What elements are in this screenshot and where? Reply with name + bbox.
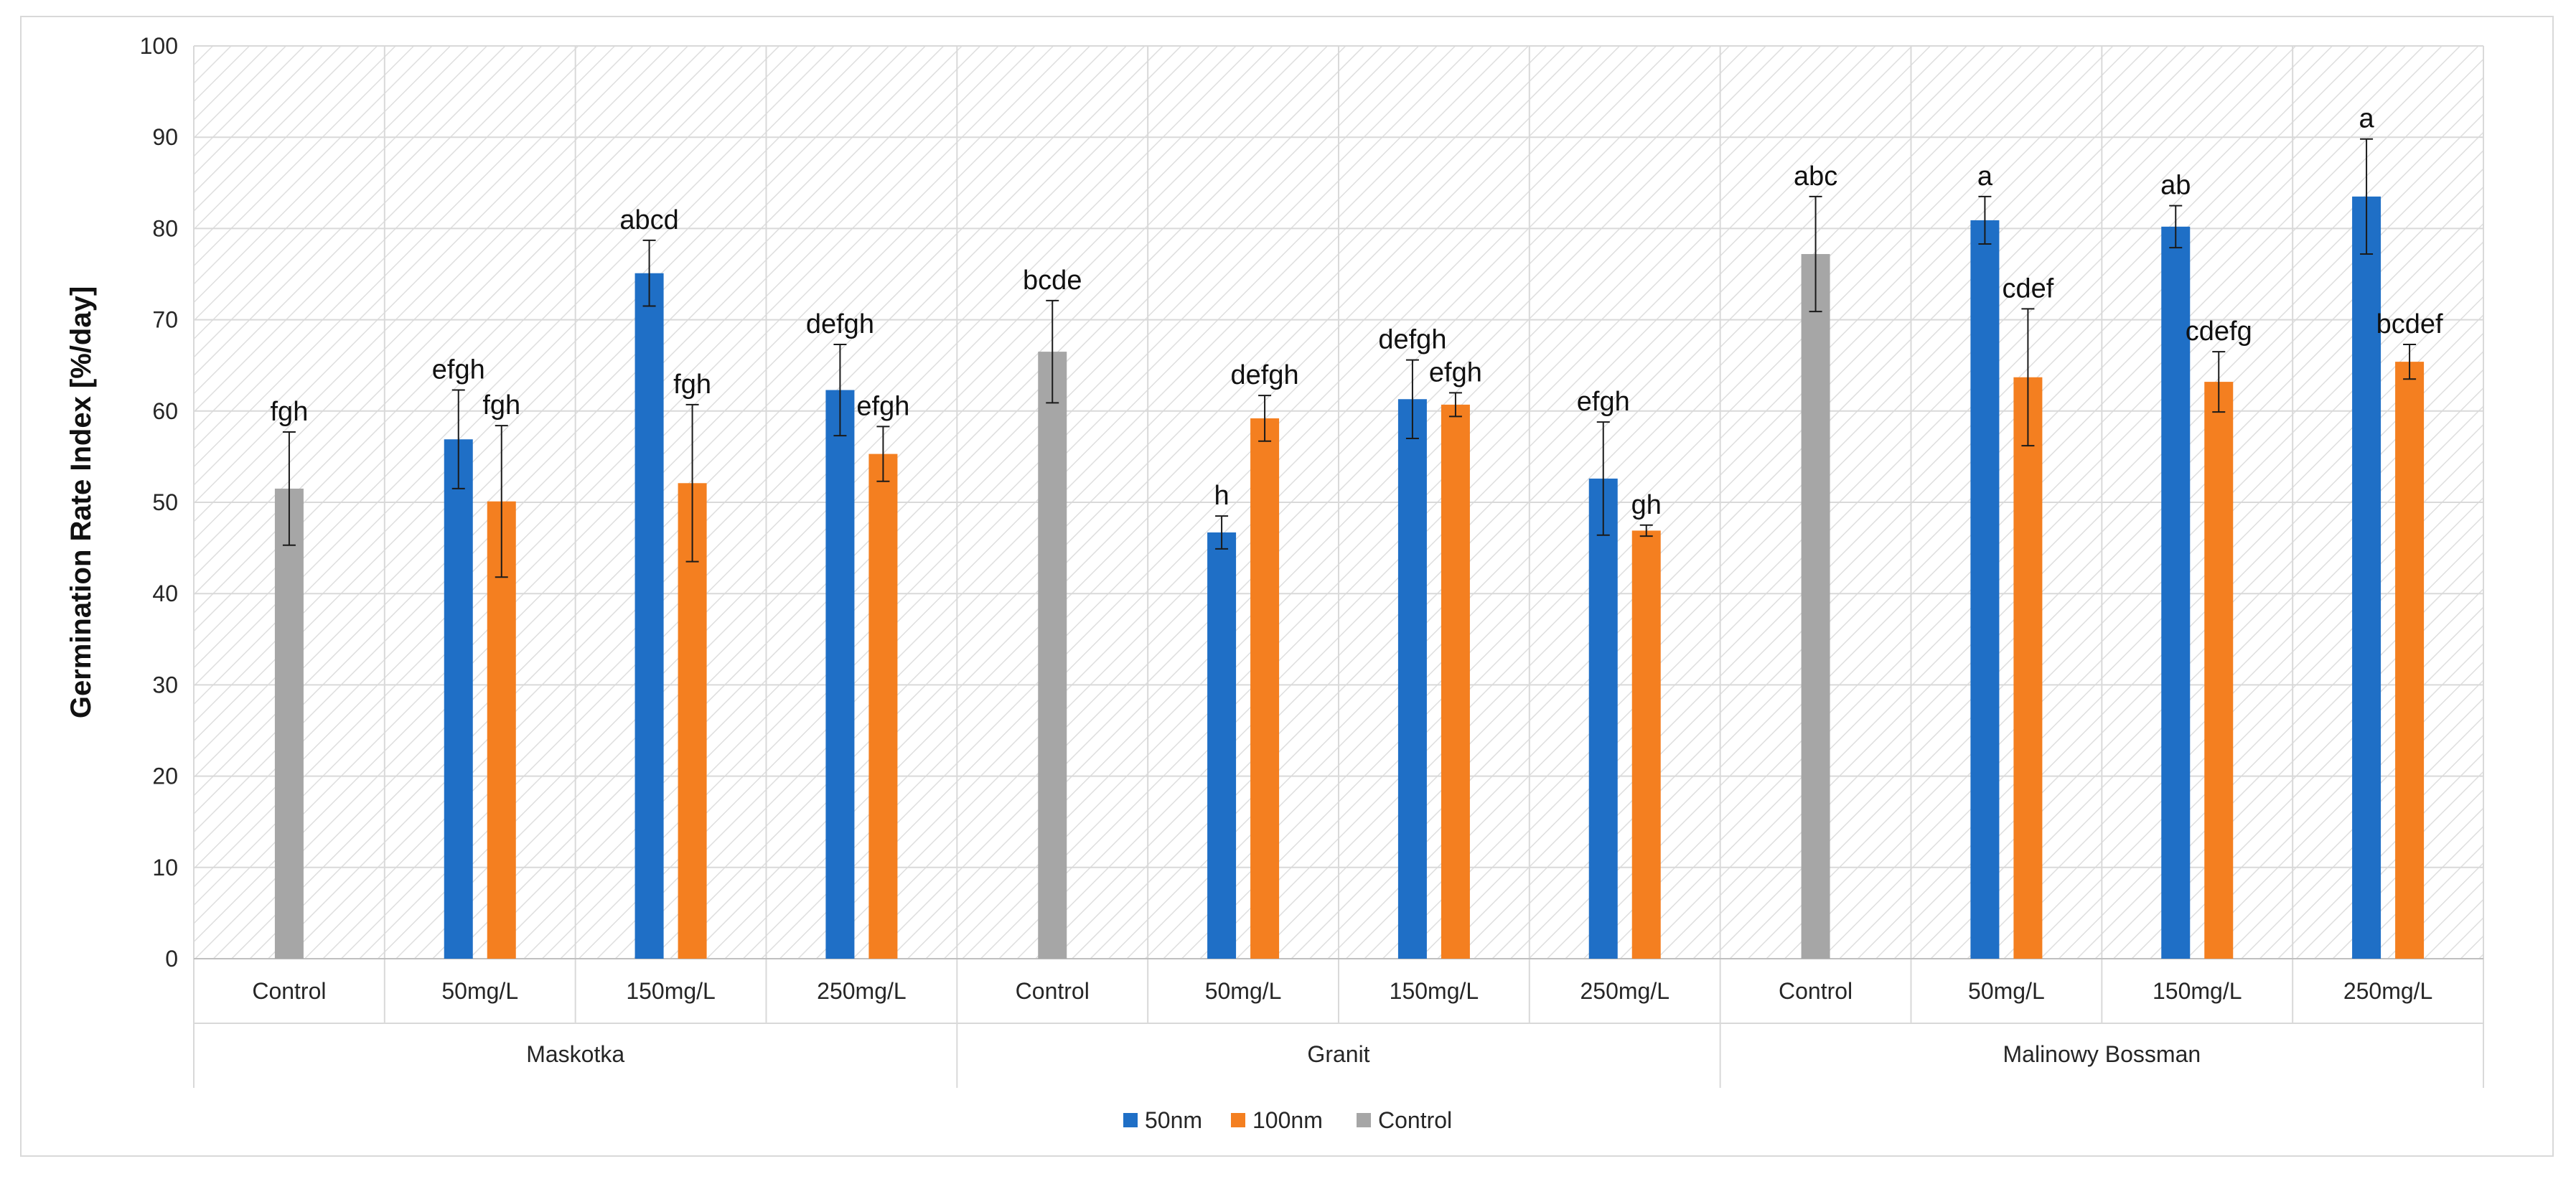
x-tick-label: Control <box>1779 978 1853 1004</box>
significance-label: fgh <box>673 370 711 400</box>
significance-label: fgh <box>271 397 309 427</box>
bar <box>1631 530 1661 959</box>
legend-swatch <box>1123 1113 1138 1127</box>
significance-label: a <box>1977 161 1993 192</box>
significance-label: ab <box>2160 171 2191 201</box>
bar <box>1250 418 1280 959</box>
legend-swatch <box>1231 1113 1245 1127</box>
significance-label: fgh <box>482 390 520 421</box>
significance-label: defgh <box>806 309 874 339</box>
y-tick-label: 90 <box>152 124 178 150</box>
data-labels: fghefghfghabcdfghdefghefghbcdehdefghdefg… <box>271 104 2443 520</box>
significance-label: abcd <box>619 205 678 235</box>
bar <box>2352 196 2381 959</box>
bar <box>868 454 898 959</box>
y-tick-label: 0 <box>165 946 178 972</box>
x-tick-label: 50mg/L <box>1968 978 2045 1004</box>
bar <box>678 483 707 959</box>
significance-label: abc <box>1794 161 1837 192</box>
x-tick-label: 250mg/L <box>1580 978 1669 1004</box>
y-tick-label: 10 <box>152 855 178 880</box>
x-tick-label: Control <box>252 978 326 1004</box>
bar <box>1397 399 1427 959</box>
y-tick-label: 20 <box>152 764 178 789</box>
y-tick-label: 60 <box>152 398 178 424</box>
bar <box>2204 382 2234 959</box>
legend-label: Control <box>1378 1107 1452 1133</box>
significance-label: bcdef <box>2376 309 2443 339</box>
bar <box>2013 377 2043 959</box>
y-tick-label: 80 <box>152 215 178 241</box>
group-label: Maskotka <box>526 1041 624 1067</box>
significance-label: efgh <box>1429 357 1482 387</box>
bar-chart: 0 10 20 30 40 50 60 70 80 90 100 Control 50mg/L 150mg… <box>65 33 2484 1133</box>
x-tick-label: 150mg/L <box>2153 978 2242 1004</box>
significance-label: bcde <box>1023 266 1082 296</box>
significance-label: efgh <box>1577 387 1630 417</box>
x-tick-label: 150mg/L <box>626 978 716 1004</box>
bar <box>274 488 304 959</box>
axes: 0 10 20 30 40 50 60 70 80 90 100 Control 50mg/L 150mg… <box>140 33 2484 1088</box>
group-label: Malinowy Bossman <box>2003 1041 2201 1067</box>
y-tick-label: 50 <box>152 489 178 515</box>
x-tick-label: 250mg/L <box>2343 978 2433 1004</box>
significance-label: a <box>2359 104 2375 134</box>
bar <box>1207 532 1237 959</box>
x-tick-label: 150mg/L <box>1390 978 1479 1004</box>
gridlines <box>193 45 2484 959</box>
legend-swatch <box>1357 1113 1371 1127</box>
chart-frame: 0 10 20 30 40 50 60 70 80 90 100 Control 50mg/L 150mg… <box>20 16 2554 1157</box>
y-tick-label: 100 <box>140 33 178 59</box>
x-tick-label: 50mg/L <box>441 978 518 1004</box>
bar <box>1801 254 1830 959</box>
bar <box>2161 226 2191 959</box>
significance-label: defgh <box>1231 360 1299 390</box>
x-tick-label: 50mg/L <box>1205 978 1282 1004</box>
significance-label: efgh <box>432 355 485 385</box>
x-tick-label: Control <box>1016 978 1090 1004</box>
bar <box>1970 220 2000 959</box>
legend-label: 100nm <box>1252 1107 1323 1133</box>
bar <box>444 439 473 959</box>
bar <box>1038 352 1067 959</box>
legend: 50nm 100nm Control <box>1123 1107 1452 1133</box>
significance-label: efgh <box>856 391 909 421</box>
y-axis-label: Germination Rate Index [%/day] <box>65 286 97 718</box>
group-label: Granit <box>1307 1041 1369 1067</box>
bar <box>2395 362 2425 959</box>
y-tick-label: 40 <box>152 581 178 606</box>
significance-label: gh <box>1631 490 1662 520</box>
significance-label: cdef <box>2003 273 2054 304</box>
legend-label: 50nm <box>1145 1107 1202 1133</box>
significance-label: cdefg <box>2186 316 2252 347</box>
bar <box>1588 478 1618 959</box>
significance-label: h <box>1214 481 1230 511</box>
bar <box>825 390 855 959</box>
bar <box>1441 404 1470 959</box>
y-tick-label: 70 <box>152 307 178 333</box>
y-tick-label: 30 <box>152 672 178 697</box>
x-tick-label: 250mg/L <box>817 978 907 1004</box>
bar <box>634 273 664 959</box>
bars <box>274 138 2425 959</box>
significance-label: defgh <box>1378 325 1446 355</box>
